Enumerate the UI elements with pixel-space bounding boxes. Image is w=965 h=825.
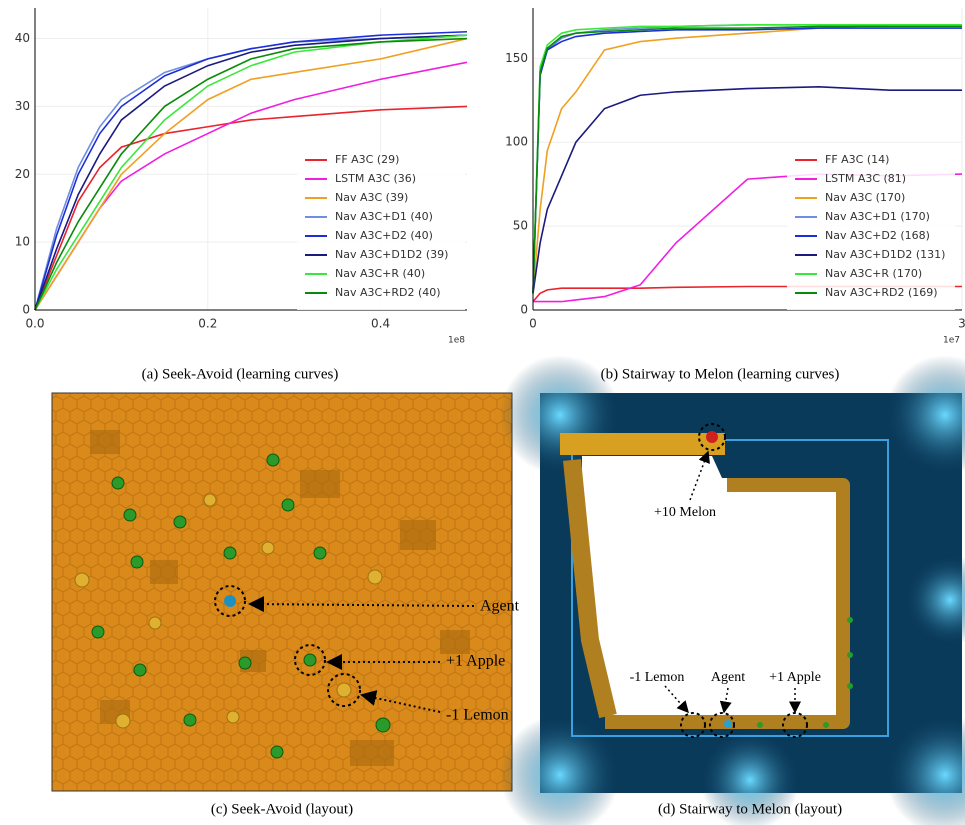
chart-a: 0 10 20 30 40 0.0 0.2 0.4 1e8 FF A3C (29) LSTM A3C… [15,8,468,346]
legend-label: Nav A3C+R (40) [335,267,425,280]
x-tick-label: 0 [529,317,537,331]
seek-avoid-layout: Agent +1 Apple -1 Lemon [51,392,520,792]
legend-label: Nav A3C+D1D2 (39) [335,248,448,261]
legend-label: Nav A3C+D1D2 (131) [825,248,945,261]
annotation: +10 Melon [654,505,716,520]
legend-label: Nav A3C+D2 (168) [825,229,930,242]
caption: (d) Stairway to Melon (layout) [658,801,842,817]
legend-label: LSTM A3C (36) [335,172,416,185]
x-tick-label: 0.0 [25,317,44,331]
legend-label: Nav A3C+D1 (170) [825,210,930,223]
legend-label: Nav A3C+RD2 (169) [825,286,938,299]
annotation: Agent [480,598,520,615]
series-line [34,34,468,311]
x-offset-label: 1e7 [943,336,960,346]
annotation: +1 Apple [769,670,821,685]
x-tick-label: 0.2 [198,317,217,331]
x-tick-label: 0.4 [371,317,390,331]
series-line [532,86,962,294]
legend-label: Nav A3C (39) [335,191,408,204]
caption: (c) Seek-Avoid (layout) [211,801,353,817]
legend-label: Nav A3C (170) [825,191,905,204]
legend-label: Nav A3C+R (170) [825,267,922,280]
legend-label: Nav A3C+RD2 (40) [335,286,441,299]
series-line [34,34,468,311]
annotation: -1 Lemon [630,670,685,685]
series-line [34,30,468,311]
y-tick-label: 30 [15,99,30,113]
annotation: -1 Lemon [446,707,509,724]
y-tick-label: 150 [505,51,528,65]
legend-label: LSTM A3C (81) [825,172,906,185]
legend-label: FF A3C (14) [825,153,889,166]
series-line [34,34,468,311]
stairway-layout: +10 Melon -1 Lemon Agent +1 Apple [500,355,965,825]
series-line [532,23,962,294]
series-line [532,25,962,294]
series-line [34,37,468,311]
annotation: +1 Apple [446,653,505,670]
caption: (b) Stairway to Melon (learning curves) [601,366,840,382]
series-line [34,37,468,311]
caption: (a) Seek-Avoid (learning curves) [142,366,339,382]
legend-label: Nav A3C+D1 (40) [335,210,433,223]
y-tick-label: 0 [520,303,528,317]
legend-label: FF A3C (29) [335,153,399,166]
x-offset-label: 1e8 [448,336,465,346]
y-tick-label: 20 [15,167,30,181]
y-tick-label: 40 [15,31,30,45]
y-tick-label: 50 [513,219,528,233]
annotation: Agent [711,670,745,685]
y-tick-label: 100 [505,135,528,149]
x-tick-label: 3 [958,317,965,331]
legend-label: Nav A3C+D2 (40) [335,229,433,242]
y-tick-label: 10 [15,235,30,249]
y-tick-label: 0 [22,303,30,317]
chart-b: 0 50 100 150 0 3 1e7 FF A3C (14) LSTM A3C (81) Na… [505,8,965,346]
